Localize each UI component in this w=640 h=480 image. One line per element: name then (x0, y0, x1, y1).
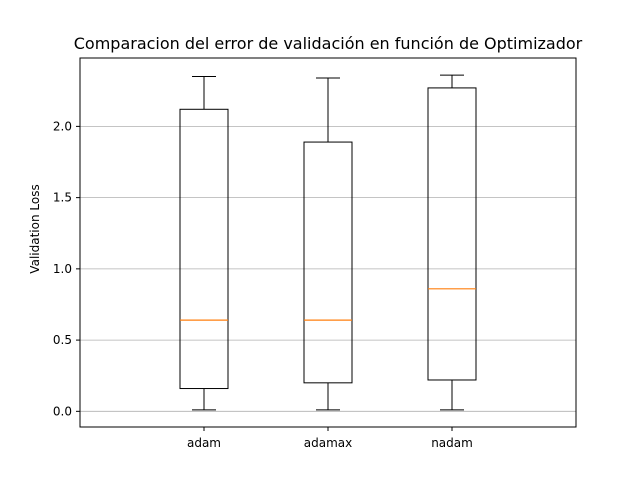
iqr-box (427, 87, 477, 381)
x-tick-label: adam (187, 436, 221, 450)
chart-title: Comparacion del error de validación en f… (74, 34, 583, 53)
x-tick-label: nadam (431, 436, 473, 450)
y-tick-label: 1.5 (53, 191, 72, 205)
y-axis-ticks: 0.0 0.5 1.0 1.5 2.0 (53, 119, 80, 418)
iqr-box (179, 108, 229, 390)
box-adam (179, 76, 229, 411)
y-tick-label: 1.0 (53, 262, 72, 276)
x-axis-ticks: adam adamax nadam (187, 427, 473, 450)
y-tick-label: 0.5 (53, 333, 72, 347)
box-nadam (427, 74, 477, 411)
y-axis-label: Validation Loss (28, 184, 42, 273)
gridlines (80, 125, 576, 412)
boxes (179, 74, 477, 411)
y-tick-label: 2.0 (53, 119, 72, 133)
iqr-box (303, 141, 353, 384)
box-adamax (303, 77, 353, 411)
x-tick-label: adamax (304, 436, 352, 450)
y-tick-label: 0.0 (53, 404, 72, 418)
